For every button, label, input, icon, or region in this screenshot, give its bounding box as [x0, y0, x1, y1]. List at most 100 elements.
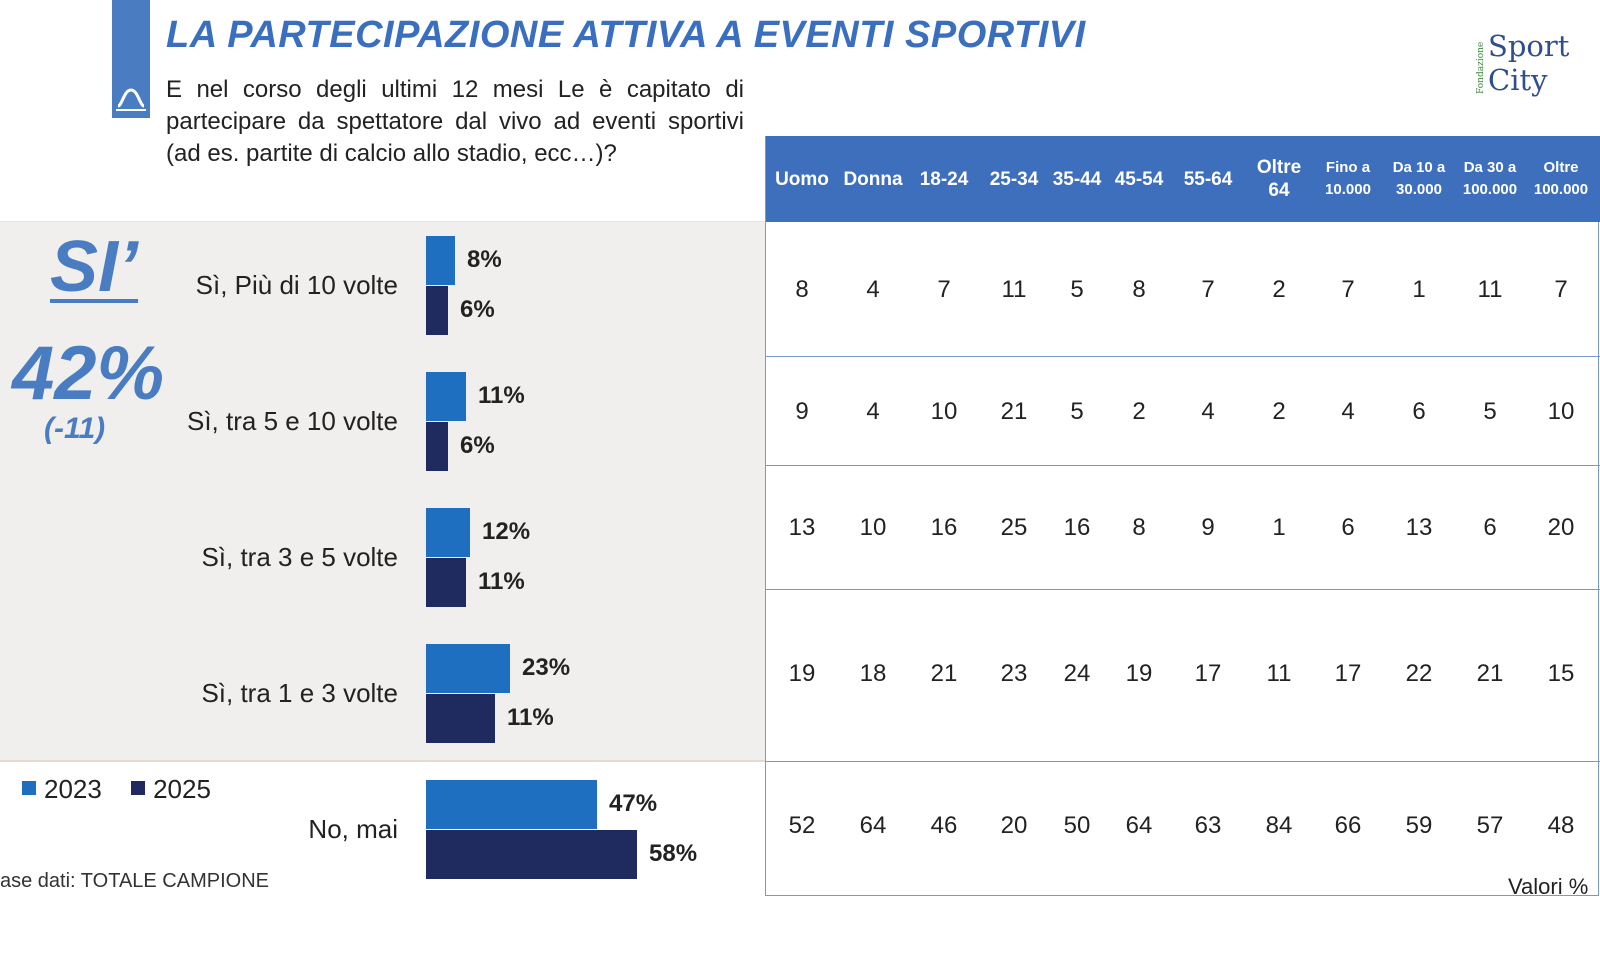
- table-cell: 8: [795, 276, 809, 303]
- bar-2025: [426, 422, 448, 471]
- table-cell: 63: [1194, 812, 1222, 839]
- table-cell: 16: [1063, 514, 1091, 541]
- table-cell: 50: [1063, 812, 1091, 839]
- table-cell: 23: [1000, 660, 1028, 687]
- category-label: Sì, tra 1 e 3 volte: [201, 678, 398, 708]
- legend-label-2023: 2023: [44, 774, 102, 804]
- table-cell: 17: [1334, 660, 1362, 687]
- table-cell: 7: [1554, 276, 1568, 303]
- page-title: LA PARTECIPAZIONE ATTIVA A EVENTI SPORTI…: [166, 14, 1086, 56]
- units-note: Valori %: [1508, 874, 1589, 899]
- bar-2023: [426, 508, 470, 557]
- table-row-separator: [766, 589, 1600, 590]
- legend-label-2025: 2025: [153, 774, 211, 804]
- table-cell: 10: [1547, 398, 1575, 425]
- column-header: Uomo: [775, 168, 829, 190]
- table-cell: 46: [930, 812, 958, 839]
- column-header-line2: 100.000: [1533, 181, 1589, 198]
- bar-value-label: 47%: [609, 790, 658, 817]
- table-cell: 52: [788, 812, 816, 839]
- table-cell: 6: [1412, 398, 1426, 425]
- table-cell: 1: [1412, 276, 1426, 303]
- table-row-separator: [766, 465, 1600, 466]
- column-header-line2: 64: [1268, 180, 1290, 201]
- column-header-line1: Oltre: [1543, 159, 1579, 176]
- column-header-line1: Oltre: [1256, 157, 1302, 178]
- table-cell: 7: [937, 276, 951, 303]
- table-cell: 9: [795, 398, 809, 425]
- table-cell: 9: [1201, 514, 1215, 541]
- column-header: 25-34: [989, 168, 1039, 190]
- bar-2025: [426, 830, 637, 879]
- si-summary-value: 42%: [12, 331, 165, 416]
- table-cell: 4: [1341, 398, 1355, 425]
- table-header: Uomo Donna 18-24 25-34 35-44 45-54 55-64 Oltre 6…: [766, 136, 1600, 222]
- table-cell: 57: [1476, 812, 1504, 839]
- category-label: Sì, tra 3 e 5 volte: [201, 542, 398, 572]
- bar-value-label: 6%: [460, 296, 495, 323]
- table-cell: 5: [1483, 398, 1497, 425]
- table-border-left: [765, 136, 766, 896]
- table-cell: 11: [1266, 660, 1292, 687]
- legend-swatch-2023: [22, 781, 36, 795]
- table-cell: 2: [1272, 398, 1286, 425]
- bar-2025: [426, 286, 448, 335]
- table-cell: 20: [1000, 812, 1028, 839]
- column-header: Donna: [843, 168, 903, 190]
- si-panel-background: [0, 222, 766, 762]
- survey-question: E nel corso degli ultimi 12 mesi Le è ca…: [166, 76, 744, 167]
- column-header-line1: Da 30 a: [1463, 159, 1517, 176]
- sport-city-logo: Fondazione Sport City: [1476, 30, 1576, 104]
- bar-2025: [426, 558, 466, 607]
- table-cell: 24: [1063, 660, 1091, 687]
- column-header-line1: Fino a: [1325, 159, 1371, 176]
- table-cell: 66: [1334, 812, 1362, 839]
- table-cell: 21: [1476, 660, 1504, 687]
- bar-2023: [426, 372, 466, 421]
- table-cell: 22: [1405, 660, 1433, 687]
- table-cell: 8: [1132, 514, 1146, 541]
- bar-value-label: 6%: [460, 432, 495, 459]
- panel-divider: [0, 760, 766, 762]
- table-cell: 15: [1547, 660, 1575, 687]
- column-header: 35-44: [1052, 168, 1102, 190]
- table-border-right: [1598, 222, 1599, 896]
- column-header: 18-24: [919, 168, 969, 190]
- table-cell: 20: [1547, 514, 1575, 541]
- column-header-line2: 30.000: [1396, 181, 1442, 198]
- table-cell: 13: [1405, 514, 1433, 541]
- table-cell: 10: [859, 514, 887, 541]
- table-cell: 1: [1272, 514, 1286, 541]
- bar-value-label: 8%: [467, 246, 502, 273]
- legend-item-2025: 2025: [131, 774, 211, 805]
- column-header-line2: 10.000: [1325, 181, 1371, 198]
- table-cell: 25: [1000, 514, 1028, 541]
- column-header-line1: Da 10 a: [1392, 159, 1446, 176]
- column-header-line2: 100.000: [1462, 181, 1518, 198]
- legend-item-2023: 2023: [22, 774, 102, 805]
- logo-foundation-text: Fondazione: [1476, 41, 1486, 94]
- table-cell: 18: [859, 660, 887, 687]
- table-cell: 10: [930, 398, 958, 425]
- column-header: Oltre 64: [1242, 136, 1316, 222]
- bar-2023: [426, 780, 597, 829]
- table-cell: 8: [1132, 276, 1146, 303]
- table-cell: 7: [1341, 276, 1355, 303]
- table-cell: 59: [1405, 812, 1433, 839]
- column-header: Da 30 a 100.000: [1453, 136, 1527, 222]
- bar-2023: [426, 644, 510, 693]
- bar-2025: [426, 694, 495, 743]
- table-cell: 19: [1125, 660, 1153, 687]
- column-header: Da 10 a 30.000: [1382, 136, 1456, 222]
- table-cell: 6: [1483, 514, 1497, 541]
- category-label: No, mai: [308, 814, 398, 844]
- bar-value-label: 11%: [478, 568, 525, 595]
- bar-value-label: 12%: [482, 518, 531, 545]
- table-cell: 64: [1125, 812, 1153, 839]
- table-row-separator: [766, 356, 1600, 357]
- category-label: Sì, tra 5 e 10 volte: [186, 406, 398, 436]
- bar-2023: [426, 236, 455, 285]
- si-summary-label: SI’: [50, 227, 139, 307]
- logo-city-text: City: [1488, 63, 1548, 97]
- table-cell: 11: [1477, 276, 1503, 303]
